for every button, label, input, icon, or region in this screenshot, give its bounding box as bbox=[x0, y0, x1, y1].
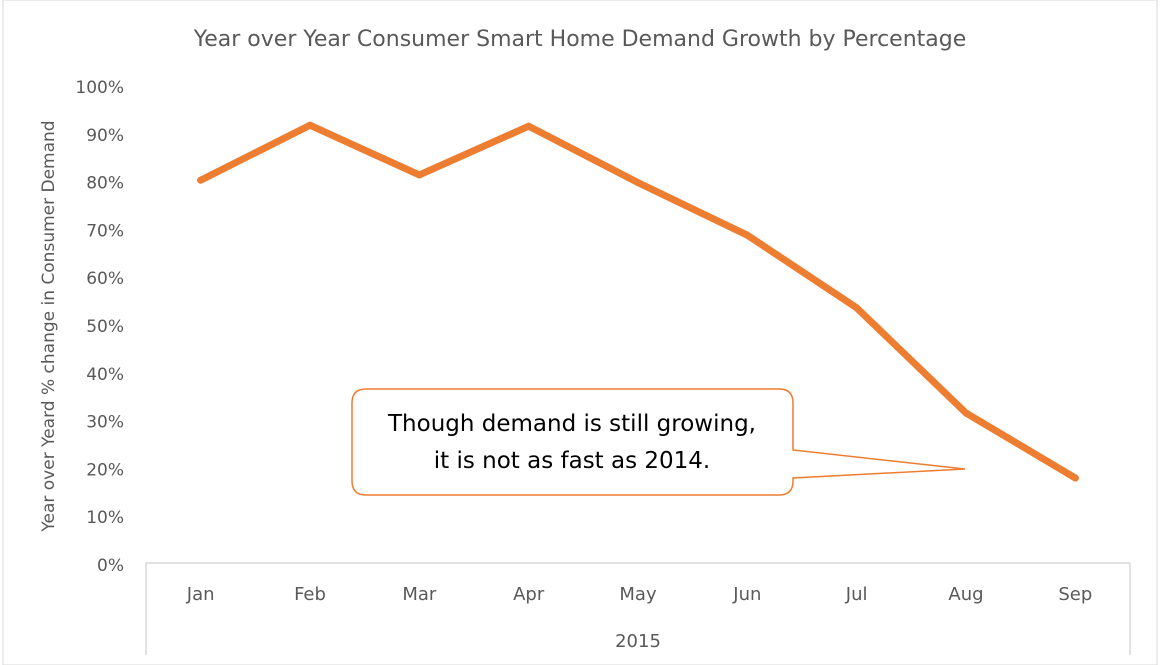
y-tick-label: 50% bbox=[86, 317, 124, 337]
category-axis-box bbox=[145, 562, 1131, 655]
data-point-feb bbox=[306, 121, 314, 129]
y-tick-label: 60% bbox=[86, 269, 124, 289]
y-axis-label: Year over Yeard % change in Consumer Dem… bbox=[39, 120, 59, 532]
data-point-jan bbox=[197, 176, 205, 184]
y-tick-label: 40% bbox=[86, 365, 124, 385]
y-tick-label: 90% bbox=[86, 126, 124, 146]
x-tick-label: Apr bbox=[513, 584, 545, 605]
x-tick-label: Mar bbox=[402, 584, 437, 605]
y-tick-label: 100% bbox=[75, 78, 124, 98]
x-tick-label: Jun bbox=[732, 584, 761, 605]
data-point-sep bbox=[1071, 474, 1079, 482]
data-point-aug bbox=[962, 409, 970, 417]
x-axis-group-label: 2015 bbox=[615, 631, 661, 652]
y-tick-label: 10% bbox=[86, 508, 124, 528]
y-tick-label: 0% bbox=[97, 556, 124, 576]
data-point-apr bbox=[525, 122, 533, 130]
chart-title: Year over Year Consumer Smart Home Deman… bbox=[193, 27, 967, 52]
y-tick-label: 30% bbox=[86, 413, 124, 433]
annotation-line-2: it is not as fast as 2014. bbox=[434, 448, 711, 474]
annotation-callout bbox=[351, 388, 966, 496]
data-point-jun bbox=[743, 231, 751, 239]
y-tick-label: 70% bbox=[86, 221, 124, 241]
data-point-mar bbox=[415, 171, 423, 179]
x-tick-label: Feb bbox=[294, 584, 326, 605]
x-tick-label: Aug bbox=[948, 584, 983, 605]
data-point-jul bbox=[853, 304, 861, 312]
x-tick-label: Jul bbox=[845, 584, 868, 605]
x-tick-label: Sep bbox=[1058, 584, 1092, 605]
x-tick-label: Jan bbox=[186, 584, 215, 605]
x-tick-label: May bbox=[619, 584, 657, 605]
y-tick-label: 20% bbox=[86, 460, 124, 480]
y-tick-label: 80% bbox=[86, 174, 124, 194]
data-point-may bbox=[634, 179, 642, 187]
annotation-line-1: Though demand is still growing, bbox=[387, 411, 756, 437]
